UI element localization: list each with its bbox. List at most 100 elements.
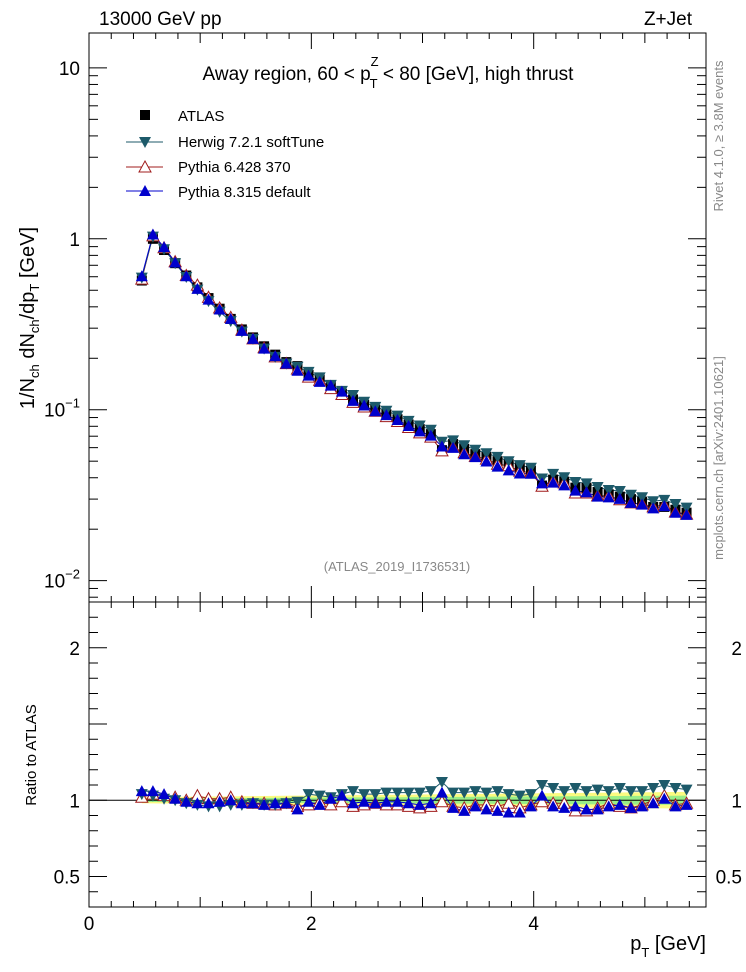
herwig-point	[669, 499, 682, 511]
herwig-ratio-point	[558, 786, 571, 798]
pythia8-ratio-point	[502, 806, 515, 818]
legend-marker-atlas	[140, 110, 150, 120]
pythia8-point	[669, 506, 682, 518]
pythia8-ratio-point	[680, 798, 693, 810]
herwig-point	[569, 476, 582, 488]
pythia8-point	[169, 256, 182, 268]
pythia8-point	[213, 303, 226, 315]
pythia8-point	[480, 455, 493, 467]
herwig-ratio-point	[302, 789, 315, 801]
pythia8-point	[135, 270, 148, 282]
series-line-3	[141, 233, 687, 516]
analysis-watermark: (ATLAS_2019_I1736531)	[324, 559, 470, 574]
herwig-point	[602, 484, 615, 496]
pythia8-ratio-point	[358, 795, 371, 807]
xlabel-sub: T	[641, 945, 649, 960]
ylabel-c: /dp	[17, 292, 39, 320]
series-line-2	[141, 234, 687, 515]
herwig-ratio-point	[536, 780, 549, 791]
herwig-ratio-point	[447, 787, 460, 799]
legend: ATLAS Herwig 7.2.1 softTune Pythia 6.428…	[126, 108, 324, 201]
pythia8-ratio-point	[480, 803, 493, 815]
pythia8-ratio-point	[213, 795, 226, 807]
pythia8-point	[602, 491, 615, 503]
pythia6-ratio-point	[535, 794, 549, 808]
mcplots-label: mcplots.cern.ch [arXiv:2401.10621]	[711, 356, 726, 560]
pythia8-point	[391, 413, 404, 425]
herwig-point	[502, 456, 515, 468]
herwig-ratio-point	[658, 780, 671, 791]
pythia8-point	[146, 228, 159, 240]
ylabel-b: dN	[17, 333, 39, 364]
pythia8-ratio-point	[613, 798, 626, 810]
herwig-ratio-point	[458, 787, 471, 799]
pythia8-point	[458, 448, 471, 460]
ratio-tick-label: 1	[69, 791, 80, 812]
pythia8-point	[636, 498, 649, 510]
pythia8-ratio-point	[669, 800, 682, 812]
ylabel-a-sub: ch	[27, 364, 42, 378]
pythia8-ratio-point	[424, 797, 437, 809]
pythia8-point	[246, 332, 259, 344]
pythia8-ratio-point	[180, 795, 193, 807]
pythia6-ratio-point	[335, 794, 349, 808]
pythia8-point	[624, 496, 637, 508]
title-suffix: < 80 [GeV], high thrust	[378, 64, 575, 85]
herwig-ratio-point	[624, 786, 637, 798]
pythia8-ratio-point	[224, 794, 237, 806]
herwig-ratio-point	[647, 783, 660, 795]
herwig-point	[613, 485, 626, 497]
pythia8-point	[647, 502, 660, 514]
herwig-point	[591, 481, 604, 493]
series-lines	[141, 233, 687, 813]
y-tick-label: 10	[59, 59, 80, 80]
pythia8-ratio-point	[658, 792, 671, 804]
header-right: Z+Jet	[644, 9, 693, 30]
pythia8-point	[613, 492, 626, 504]
pythia8-point	[291, 364, 304, 376]
pythia8-point	[558, 479, 571, 491]
xlabel-main: p	[630, 933, 641, 955]
pythia8-point	[369, 405, 382, 417]
herwig-ratio-point	[580, 786, 593, 798]
herwig-ratio-point	[358, 789, 371, 801]
herwig-ratio-point	[547, 783, 560, 795]
herwig-ratio-point	[502, 789, 515, 801]
herwig-ratio-point	[413, 787, 426, 799]
herwig-ratio-point	[347, 786, 360, 798]
herwig-ratio-point	[602, 786, 615, 798]
ratio-tick-label-right: 0.5	[716, 868, 742, 889]
header-left: 13000 GeV pp	[99, 9, 222, 30]
pythia8-ratio-point	[558, 801, 571, 813]
pythia8-ratio-point	[513, 806, 526, 818]
pythia8-ratio-point	[447, 801, 460, 813]
pythia8-point	[302, 369, 315, 381]
pythia8-point	[402, 419, 415, 431]
herwig-point	[580, 478, 593, 490]
pythia8-ratio-point	[647, 797, 660, 809]
pythia8-ratio-point	[191, 797, 204, 809]
legend-label-pythia8: Pythia 8.315 default	[178, 184, 311, 201]
ratio-tick-label: 0.5	[54, 868, 80, 889]
herwig-ratio-point	[424, 786, 437, 798]
pythia8-ratio-point	[369, 797, 382, 809]
ratio-tick-label-right: 2	[731, 639, 742, 660]
axis-ticks	[88, 33, 706, 907]
pythia8-point	[580, 486, 593, 498]
xlabel-unit: [GeV]	[649, 933, 706, 955]
pythia8-point	[513, 467, 526, 479]
pythia8-ratio-point	[269, 797, 282, 809]
pythia8-ratio-point	[636, 800, 649, 812]
herwig-ratio-point	[469, 786, 482, 798]
legend-marker-herwig	[139, 137, 151, 148]
herwig-point	[469, 444, 482, 456]
pythia8-ratio-point	[469, 800, 482, 812]
herwig-point	[636, 492, 649, 504]
pythia8-point	[224, 312, 237, 324]
pythia8-ratio-point	[258, 798, 271, 810]
pythia8-ratio-point	[146, 785, 159, 797]
ratio-y-axis-label: Ratio to ATLAS	[23, 704, 40, 805]
pythia8-ratio-point	[624, 801, 637, 813]
pythia8-ratio-point	[536, 789, 549, 801]
